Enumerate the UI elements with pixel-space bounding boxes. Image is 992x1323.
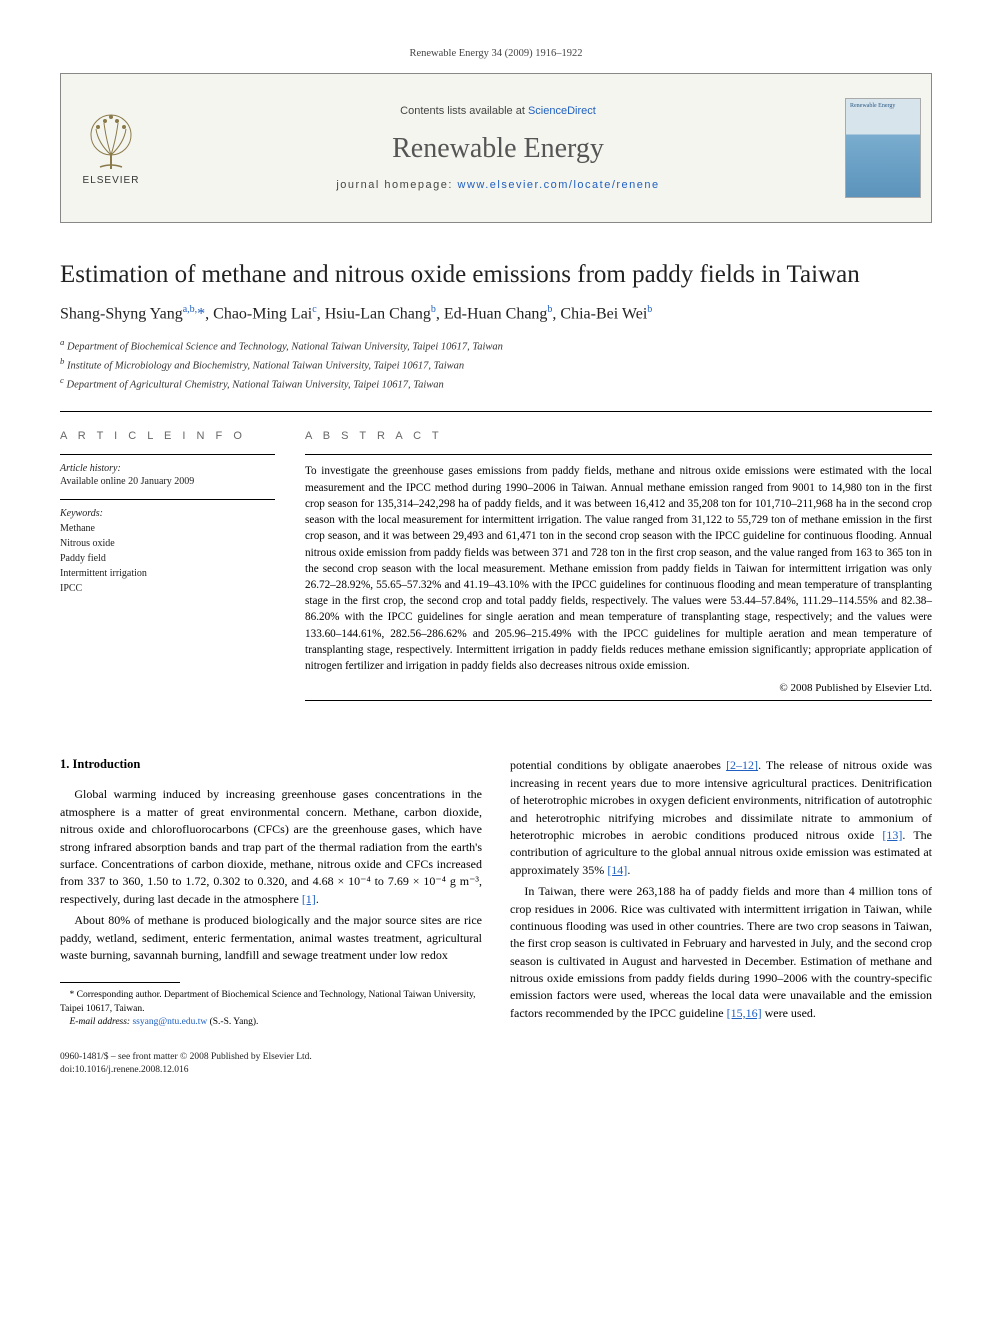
paragraph: potential conditions by obligate anaerob… xyxy=(510,757,932,879)
journal-header-box: ELSEVIER Contents lists available at Sci… xyxy=(60,73,932,223)
journal-homepage-link[interactable]: www.elsevier.com/locate/renene xyxy=(458,179,660,191)
cover-image: Renewable Energy xyxy=(845,98,921,198)
keyword-item: Intermittent irrigation xyxy=(60,566,275,581)
article-history-label: Article history: xyxy=(60,463,275,474)
journal-name: Renewable Energy xyxy=(392,133,604,165)
contents-available-line: Contents lists available at ScienceDirec… xyxy=(400,105,596,117)
para-tail: . xyxy=(627,863,630,877)
cover-caption: Renewable Energy xyxy=(850,103,895,109)
email-footnote: E-mail address: ssyang@ntu.edu.tw (S.-S.… xyxy=(60,1016,482,1029)
keyword-item: Methane xyxy=(60,521,275,536)
citation-link[interactable]: [13] xyxy=(882,828,902,842)
keywords-label: Keywords: xyxy=(60,508,275,519)
ab-divider-top xyxy=(305,454,932,455)
affiliation-a: a Department of Biochemical Science and … xyxy=(60,336,932,355)
affiliation-c-text: Department of Agricultural Chemistry, Na… xyxy=(67,380,444,391)
corresponding-email-link[interactable]: ssyang@ntu.edu.tw xyxy=(132,1017,207,1027)
elsevier-tree-icon xyxy=(84,111,138,171)
elsevier-wordmark: ELSEVIER xyxy=(83,175,140,186)
page-root: Renewable Energy 34 (2009) 1916–1922 ELS… xyxy=(0,0,992,1118)
ab-divider-bottom xyxy=(305,700,932,701)
keyword-item: Nitrous oxide xyxy=(60,536,275,551)
citation-link[interactable]: [15,16] xyxy=(727,1006,762,1020)
footnote-separator xyxy=(60,982,180,983)
keyword-item: Paddy field xyxy=(60,551,275,566)
author-list: Shang-Shyng Yanga,b,*, Chao-Ming Laic, H… xyxy=(60,304,932,323)
ai-divider-1 xyxy=(60,454,275,455)
author-1-affil: a,b, xyxy=(183,304,197,315)
paragraph: In Taiwan, there were 263,188 ha of padd… xyxy=(510,883,932,1022)
affiliation-b: b Institute of Microbiology and Biochemi… xyxy=(60,355,932,374)
article-info-col: A R T I C L E I N F O Article history: A… xyxy=(60,412,275,709)
citation-link[interactable]: [1] xyxy=(302,892,316,906)
running-head-citation: Renewable Energy 34 (2009) 1916–1922 xyxy=(60,48,932,59)
abstract-col: A B S T R A C T To investigate the green… xyxy=(305,412,932,709)
para-tail: were used. xyxy=(762,1006,816,1020)
citation-link[interactable]: [14] xyxy=(607,863,627,877)
citation-link[interactable]: [2–12] xyxy=(726,758,758,772)
author-1: Shang-Shyng Yang xyxy=(60,306,183,323)
header-center: Contents lists available at ScienceDirec… xyxy=(161,74,835,222)
para-text: In Taiwan, there were 263,188 ha of padd… xyxy=(510,884,932,1020)
author-3: Hsiu-Lan Chang xyxy=(325,306,431,323)
elsevier-logo: ELSEVIER xyxy=(61,74,161,222)
article-info-heading: A R T I C L E I N F O xyxy=(60,430,275,442)
keywords-list: Methane Nitrous oxide Paddy field Interm… xyxy=(60,521,275,596)
corresponding-star-link[interactable]: * xyxy=(197,306,205,323)
corresponding-footnote: * Corresponding author. Department of Bi… xyxy=(60,989,482,1016)
right-column: potential conditions by obligate anaerob… xyxy=(510,757,932,1029)
author-4: Ed-Huan Chang xyxy=(444,306,548,323)
para-text: potential conditions by obligate anaerob… xyxy=(510,758,726,772)
sciencedirect-link[interactable]: ScienceDirect xyxy=(528,105,596,117)
author-2-affil-link[interactable]: c xyxy=(312,304,316,315)
journal-homepage-line: journal homepage: www.elsevier.com/locat… xyxy=(336,179,659,191)
left-column: 1. Introduction Global warming induced b… xyxy=(60,757,482,1029)
email-label: E-mail address: xyxy=(70,1017,131,1027)
front-matter-line: 0960-1481/$ – see front matter © 2008 Pu… xyxy=(60,1051,932,1064)
homepage-prefix: journal homepage: xyxy=(336,179,457,191)
abstract-heading: A B S T R A C T xyxy=(305,430,932,442)
para-text: Global warming induced by increasing gre… xyxy=(60,787,482,905)
article-history-line: Available online 20 January 2009 xyxy=(60,476,275,487)
info-abstract-row: A R T I C L E I N F O Article history: A… xyxy=(60,412,932,709)
para-tail: . xyxy=(316,892,319,906)
email-tail: (S.-S. Yang). xyxy=(210,1017,259,1027)
author-5: Chia-Bei Wei xyxy=(560,306,647,323)
abstract-text: To investigate the greenhouse gases emis… xyxy=(305,463,932,674)
affiliations: a Department of Biochemical Science and … xyxy=(60,336,932,394)
contents-prefix: Contents lists available at xyxy=(400,105,528,117)
affiliation-c: c Department of Agricultural Chemistry, … xyxy=(60,374,932,393)
article-title: Estimation of methane and nitrous oxide … xyxy=(60,259,932,290)
journal-cover-thumb: Renewable Energy xyxy=(835,74,931,222)
paragraph: About 80% of methane is produced biologi… xyxy=(60,912,482,964)
author-3-affil-link[interactable]: b xyxy=(431,304,436,315)
doi-line: doi:10.1016/j.renene.2008.12.016 xyxy=(60,1064,932,1077)
author-5-affil-link[interactable]: b xyxy=(647,304,652,315)
keyword-item: IPCC xyxy=(60,581,275,596)
author-2: Chao-Ming Lai xyxy=(213,306,312,323)
section-1-heading: 1. Introduction xyxy=(60,757,482,772)
author-4-affil-link[interactable]: b xyxy=(547,304,552,315)
paragraph: Global warming induced by increasing gre… xyxy=(60,786,482,908)
abstract-copyright: © 2008 Published by Elsevier Ltd. xyxy=(305,682,932,694)
affiliation-a-text: Department of Biochemical Science and Te… xyxy=(67,341,503,352)
bottom-meta: 0960-1481/$ – see front matter © 2008 Pu… xyxy=(60,1051,932,1078)
author-1-affil-link[interactable]: a,b, xyxy=(183,304,197,315)
affiliation-b-text: Institute of Microbiology and Biochemist… xyxy=(67,360,464,371)
ai-divider-2 xyxy=(60,499,275,500)
body-columns: 1. Introduction Global warming induced b… xyxy=(60,757,932,1029)
